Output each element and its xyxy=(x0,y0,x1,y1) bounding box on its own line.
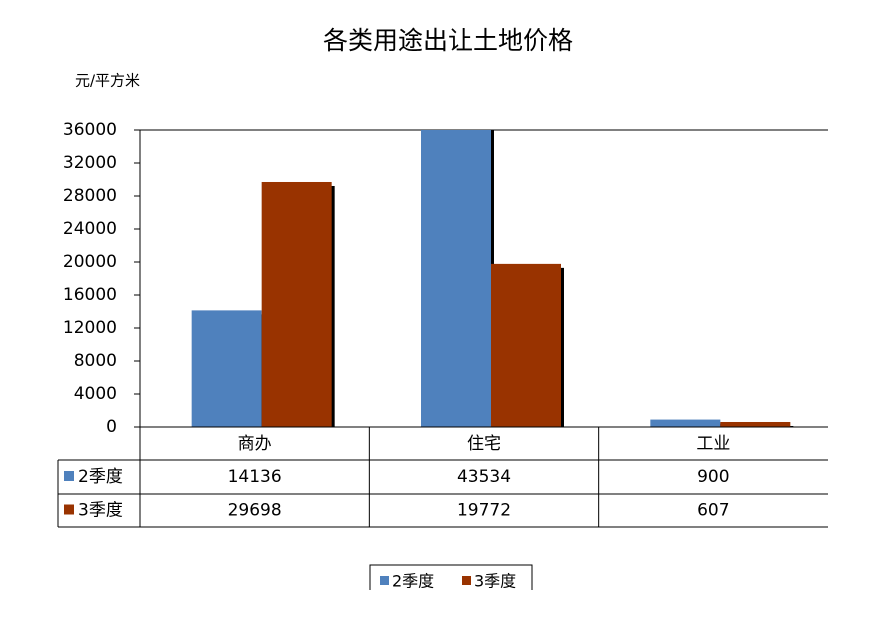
chart-title: 各类用途出让土地价格 xyxy=(323,26,573,55)
legend-label: 2季度 xyxy=(392,572,434,591)
bar xyxy=(261,181,332,427)
bar xyxy=(191,310,262,427)
y-tick-label: 12000 xyxy=(63,318,117,338)
y-tick-label: 16000 xyxy=(63,285,117,305)
table-value: 900 xyxy=(697,467,729,487)
y-tick-label: 36000 xyxy=(63,120,117,140)
table-swatch xyxy=(64,471,74,481)
bar xyxy=(421,130,491,427)
x-tick-label: 商办 xyxy=(238,434,272,454)
bar xyxy=(491,263,561,427)
x-tick-label: 工业 xyxy=(696,434,730,454)
y-tick-label: 20000 xyxy=(63,252,117,272)
legend-label: 3季度 xyxy=(474,572,516,591)
y-tick-label: 24000 xyxy=(63,219,117,239)
table-swatch xyxy=(64,504,74,515)
table-value: 29698 xyxy=(228,501,282,521)
table-series-name: 3季度 xyxy=(78,501,123,521)
bar xyxy=(650,419,721,427)
x-tick-label: 住宅 xyxy=(467,434,501,454)
bars xyxy=(191,130,794,427)
table-value: 19772 xyxy=(457,501,511,521)
legend-box xyxy=(369,564,533,590)
y-tick-label: 4000 xyxy=(74,384,117,404)
y-axis-label: 元/平方米 xyxy=(75,72,140,90)
table-value: 43534 xyxy=(457,467,511,487)
legend-swatch xyxy=(462,576,471,585)
legend-swatch xyxy=(380,576,389,585)
bar xyxy=(720,421,791,427)
table-series-name: 2季度 xyxy=(78,467,123,487)
y-tick-label: 8000 xyxy=(74,351,117,371)
table-value: 607 xyxy=(697,501,729,521)
y-tick-label: 32000 xyxy=(63,153,117,173)
y-tick-label: 28000 xyxy=(63,186,117,206)
table-value: 14136 xyxy=(228,467,282,487)
y-tick-label: 0 xyxy=(106,417,117,437)
